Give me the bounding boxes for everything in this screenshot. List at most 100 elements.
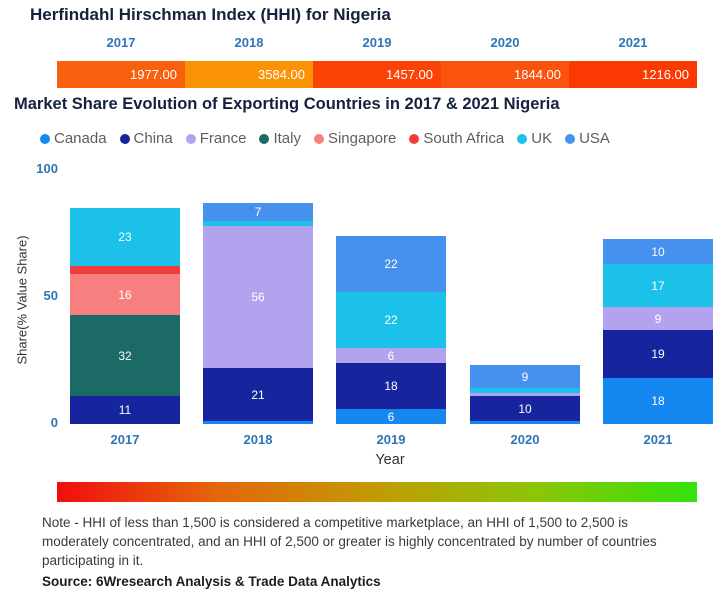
bar-segment-china[interactable]: 10 [470,396,580,421]
hhi-value-cell: 1977.00 [57,61,185,88]
bar-segment-france[interactable]: 6 [336,348,446,363]
bar-segment-uk[interactable]: 22 [336,292,446,348]
legend-label: Italy [273,130,301,147]
bar-segment-value: 16 [118,287,132,302]
legend-dot-icon [409,133,420,144]
bar-segment-uk[interactable]: 23 [70,208,180,266]
bar-segment-value: 22 [384,313,398,327]
bar-segment-usa[interactable]: 9 [470,365,580,388]
x-axis-label-2018: 2018 [243,432,273,447]
bar-segment-usa[interactable]: 22 [336,236,446,292]
legend-item-usa[interactable]: USA [565,130,610,147]
hhi-year-2020: 2020 [490,35,520,50]
y-tick-label-0: 0 [50,415,58,430]
legend-item-south-africa[interactable]: South Africa [409,130,504,147]
note-text: Note - HHI of less than 1,500 is conside… [42,515,657,569]
legend-label: Singapore [327,130,397,147]
hhi-title: Herfindahl Hirschman Index (HHI) for Nig… [30,5,391,24]
bar-segment-south-africa[interactable] [70,266,180,274]
bar-segment-value: 18 [651,394,665,408]
legend-dot-icon [119,133,130,144]
bar-segment-canada[interactable] [470,421,580,424]
bar-segment-usa[interactable]: 10 [603,239,713,264]
legend-item-china[interactable]: China [119,130,173,147]
hhi-value-cell: 3584.00 [185,61,313,88]
y-tick-label-50: 50 [43,288,58,303]
legend-label: Canada [54,130,107,147]
bar-segment-uk[interactable] [470,388,580,393]
bar-segment-value: 10 [518,401,532,416]
bar-segment-china[interactable]: 11 [70,396,180,424]
legend-dot-icon [259,133,270,144]
bar-segment-singapore[interactable]: 16 [70,274,180,315]
bar-segment-value: 56 [251,290,265,304]
y-tick-label-100: 100 [36,161,58,176]
plot-area: Share(% Value Share) 0 50 100 11 32 16 23 21 56… [0,160,727,475]
bar-segment-usa[interactable]: 7 [203,203,313,221]
legend-item-france[interactable]: France [185,130,246,147]
bar-segment-value: 9 [654,311,662,326]
bar-segment-uk[interactable] [203,221,313,226]
source-text: Source: 6Wresearch Analysis & Trade Data… [42,574,381,590]
hhi-value-cell: 1457.00 [313,61,441,88]
legend-item-uk[interactable]: UK [517,130,552,147]
chart-title: Market Share Evolution of Exporting Coun… [14,95,560,113]
legend-dot-icon [565,133,576,144]
bar-segment-china[interactable]: 18 [336,363,446,409]
hhi-year-2019: 2019 [362,35,392,50]
footer: Note - HHI of less than 1,500 is conside… [42,513,690,592]
hhi-year-2018: 2018 [234,35,264,50]
hhi-color-scale [57,482,697,502]
stacked-bar-2020[interactable]: 10 9 [470,365,580,424]
bar-segment-value: 23 [118,230,132,244]
bar-segment-value: 32 [118,348,132,363]
hhi-value-row: 1977.00 3584.00 1457.00 1844.00 1216.00 [57,61,697,88]
bar-segment-france[interactable]: 56 [203,226,313,368]
x-axis-title: Year [375,452,405,468]
bar-segment-france[interactable]: 9 [603,307,713,330]
bar-segment-value: 19 [651,347,665,361]
legend-dot-icon [517,133,528,144]
hhi-year-header-row: 2017 2018 2019 2020 2021 [57,35,697,50]
legend-dot-icon [185,133,196,144]
hhi-year-2021: 2021 [618,35,648,50]
bar-segment-value: 22 [384,257,398,271]
legend-label: USA [579,130,610,147]
bar-segment-value: 9 [521,369,529,384]
x-axis-label-2017: 2017 [110,432,140,447]
legend-label: China [133,130,173,147]
chart-legend: Canada China France Italy Singapore South Afr… [40,130,720,147]
legend-item-italy[interactable]: Italy [259,130,301,147]
bar-segment-france[interactable] [470,393,580,396]
hhi-value-cell: 1844.00 [441,61,569,88]
x-axis-label-2021: 2021 [643,432,673,447]
bar-segment-value: 21 [251,387,265,402]
bar-segment-canada[interactable] [203,421,313,424]
x-axis-label-2020: 2020 [510,432,540,447]
bar-segment-value: 6 [387,409,395,424]
bar-segment-value: 7 [254,205,262,219]
bar-segment-value: 11 [118,403,132,417]
legend-dot-icon [313,133,324,144]
legend-item-canada[interactable]: Canada [40,130,107,147]
stacked-bar-2019[interactable]: 6 18 6 22 22 [336,236,446,424]
bar-segment-china[interactable]: 19 [603,330,713,378]
bar-segment-canada[interactable]: 18 [603,378,713,424]
stacked-bar-2021[interactable]: 18 19 9 17 10 [603,239,713,424]
bar-segment-value: 10 [651,244,665,259]
bar-segment-value: 18 [384,379,398,393]
stacked-bar-2017[interactable]: 11 32 16 23 [70,208,180,424]
x-axis-label-2019: 2019 [376,432,406,447]
legend-dot-icon [40,133,50,144]
legend-item-singapore[interactable]: Singapore [313,130,397,147]
bar-segment-china[interactable]: 21 [203,368,313,421]
hhi-year-2017: 2017 [106,35,136,50]
hhi-value-cell: 1216.00 [569,61,697,88]
bar-segment-value: 6 [387,348,395,363]
bar-segment-italy[interactable]: 32 [70,315,180,396]
stacked-bar-2018[interactable]: 21 56 7 [203,203,313,424]
bar-segment-canada[interactable]: 6 [336,409,446,424]
bar-segment-uk[interactable]: 17 [603,264,713,307]
bar-segment-value: 17 [651,278,665,293]
